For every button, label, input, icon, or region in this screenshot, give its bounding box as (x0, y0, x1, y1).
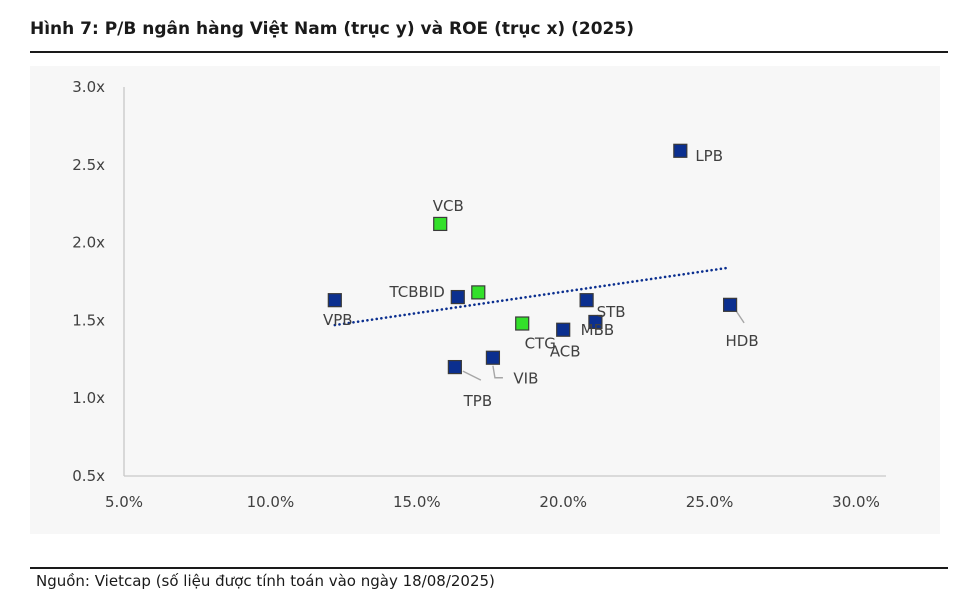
data-label-vib: VIB (513, 370, 538, 388)
data-label-ctg: CTG (525, 335, 556, 353)
trendline-layer (333, 266, 732, 327)
marker-vcb (433, 216, 448, 232)
data-label-lpb: LPB (695, 147, 723, 165)
title-divider (30, 51, 948, 53)
marker-acb (556, 322, 571, 337)
marker-lpb (673, 143, 688, 158)
chart-axes: 0.5x 1.0x 1.5x 2.0x 2.5x 3.0x 5.0% 10.0% 15.0% 20… (72, 78, 886, 511)
marker-bid (471, 285, 486, 300)
y-tick-label: 3.0x (72, 78, 105, 96)
leader-line-vib (492, 365, 503, 379)
chart-panel (30, 66, 940, 534)
trendline (333, 266, 732, 327)
data-label-stb: STB (597, 303, 626, 321)
marker-ctg (515, 316, 530, 331)
data-label-tpb: TPB (463, 392, 493, 410)
marker-hdb (722, 297, 738, 312)
data-label-vpb: VPB (323, 311, 353, 329)
x-tick-label: 20.0% (539, 493, 587, 511)
y-tick-label: 0.5x (72, 467, 105, 485)
data-label-mbb: MBB (581, 321, 615, 339)
markers-layer (327, 143, 738, 375)
marker-tpb (447, 359, 462, 375)
data-label-tcb: TCBBID (388, 283, 444, 301)
leader-line-tpb (462, 370, 482, 381)
marker-stb (579, 293, 594, 308)
figure-title: Hình 7: P/B ngân hàng Việt Nam (trục y) … (30, 19, 634, 39)
data-label-hdb: HDB (726, 332, 759, 350)
leader-line-hdb (735, 310, 745, 324)
source-note: Nguồn: Vietcap (số liệu được tính toán v… (36, 572, 495, 590)
y-tick-label: 1.5x (72, 311, 105, 329)
marker-mbb (588, 314, 603, 330)
x-tick-label: 30.0% (832, 493, 880, 511)
marker-vpb (327, 293, 342, 308)
data-label-acb: ACB (550, 343, 581, 361)
source-divider (30, 567, 948, 569)
marker-tcb (450, 289, 465, 305)
y-tick-label: 2.5x (72, 156, 105, 174)
x-tick-label: 25.0% (686, 493, 734, 511)
x-tick-label: 15.0% (393, 493, 441, 511)
data-label-vcb: VCB (433, 197, 464, 215)
y-tick-label: 2.0x (72, 234, 105, 252)
y-tick-label: 1.0x (72, 389, 105, 407)
leader-lines (462, 310, 745, 381)
x-tick-label: 10.0% (247, 493, 295, 511)
marker-vib (485, 350, 501, 365)
x-tick-label: 5.0% (105, 493, 143, 511)
